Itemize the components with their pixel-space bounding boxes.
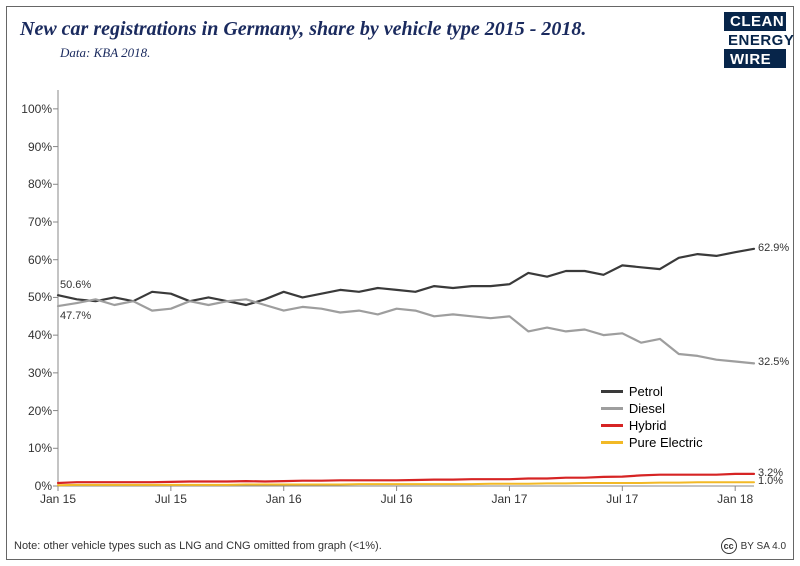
legend-item: Petrol xyxy=(601,384,703,399)
x-tick-label: Jul 15 xyxy=(155,486,187,506)
x-tick-label: Jul 17 xyxy=(606,486,638,506)
y-tick-label: 20% xyxy=(28,404,58,418)
logo-text: ENERGY xyxy=(724,33,794,48)
cc-icon: cc xyxy=(721,538,737,554)
chart-subtitle: Data: KBA 2018. xyxy=(60,45,710,61)
y-tick-label: 70% xyxy=(28,215,58,229)
y-tick-label: 60% xyxy=(28,253,58,267)
x-tick-label: Jan 15 xyxy=(40,486,76,506)
logo-text: EAN xyxy=(751,14,784,29)
legend-swatch xyxy=(601,441,623,444)
x-tick-label: Jan 17 xyxy=(491,486,527,506)
legend-label: Diesel xyxy=(629,401,665,416)
chart-footnote: Note: other vehicle types such as LNG an… xyxy=(14,540,382,552)
y-tick-label: 80% xyxy=(28,177,58,191)
header: New car registrations in Germany, share … xyxy=(20,18,710,61)
legend-swatch xyxy=(601,424,623,427)
series-start-label: 47.7% xyxy=(60,310,91,322)
y-tick-label: 10% xyxy=(28,441,58,455)
legend-label: Petrol xyxy=(629,384,663,399)
legend-label: Pure Electric xyxy=(629,435,703,450)
chart-title: New car registrations in Germany, share … xyxy=(20,18,710,41)
x-tick-label: Jul 16 xyxy=(381,486,413,506)
chart-plot-area: 0%10%20%30%40%50%60%70%80%90%100%Jan 15J… xyxy=(58,90,754,486)
y-tick-label: 50% xyxy=(28,290,58,304)
chart-legend: Petrol Diesel Hybrid Pure Electric xyxy=(601,384,703,452)
series-end-label: 32.5% xyxy=(758,356,789,368)
license-badge: cc BY SA 4.0 xyxy=(721,538,786,554)
y-tick-label: 100% xyxy=(21,102,58,116)
legend-swatch xyxy=(601,407,623,410)
legend-item: Diesel xyxy=(601,401,703,416)
legend-item: Pure Electric xyxy=(601,435,703,450)
brand-logo: CLEAN ENERGY WIRE xyxy=(724,12,786,68)
y-tick-label: 30% xyxy=(28,366,58,380)
legend-item: Hybrid xyxy=(601,418,703,433)
series-end-label: 62.9% xyxy=(758,242,789,254)
logo-text: WIRE xyxy=(724,52,771,67)
license-text: BY SA 4.0 xyxy=(741,541,786,552)
legend-label: Hybrid xyxy=(629,418,667,433)
series-end-label: 1.0% xyxy=(758,475,783,487)
y-tick-label: 40% xyxy=(28,328,58,342)
x-tick-label: Jan 18 xyxy=(717,486,753,506)
series-start-label: 50.6% xyxy=(60,279,91,291)
y-tick-label: 90% xyxy=(28,140,58,154)
x-tick-label: Jan 16 xyxy=(266,486,302,506)
legend-swatch xyxy=(601,390,623,393)
logo-text: CL xyxy=(724,14,751,29)
